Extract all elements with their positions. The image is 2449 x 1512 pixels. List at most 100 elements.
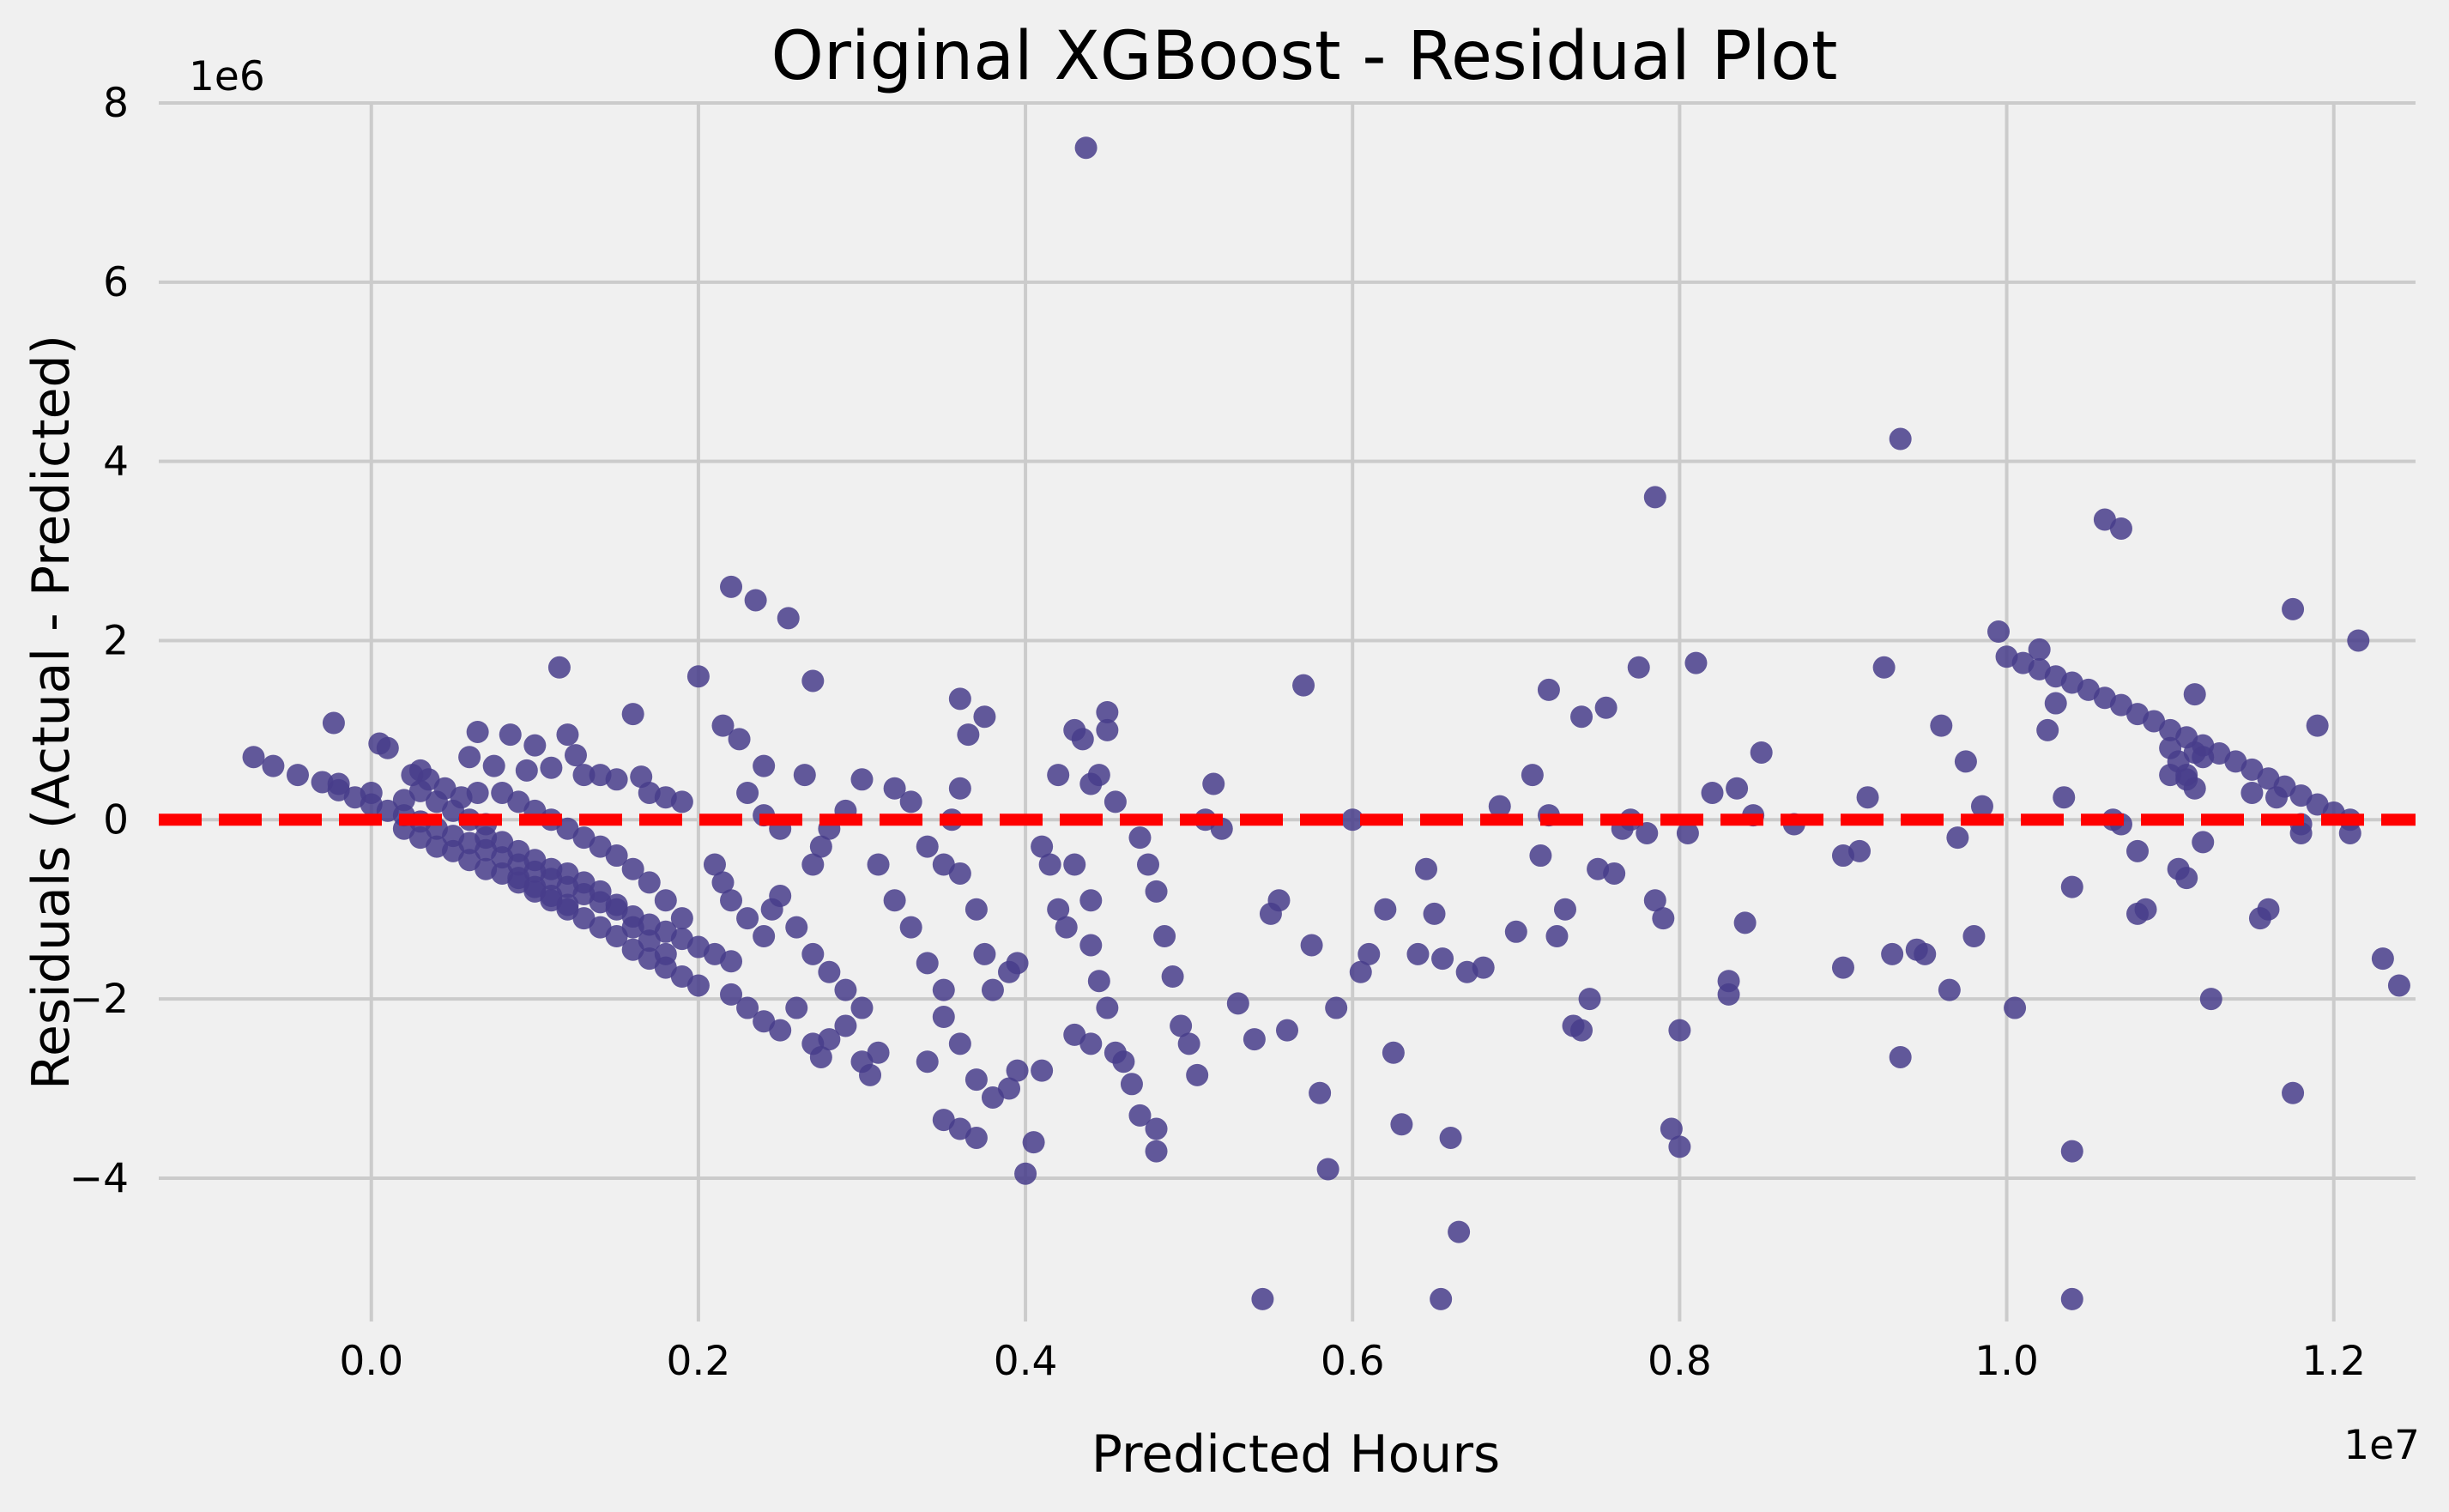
data-point bbox=[720, 575, 743, 598]
data-point bbox=[973, 705, 996, 729]
data-point bbox=[2126, 839, 2150, 862]
data-point bbox=[1031, 1059, 1054, 1082]
x-tick-label: 1.0 bbox=[1974, 1338, 2039, 1385]
data-point bbox=[1074, 136, 1098, 160]
data-point bbox=[948, 862, 971, 885]
data-point bbox=[998, 1077, 1021, 1100]
data-point bbox=[638, 929, 661, 953]
data-point bbox=[1202, 772, 1225, 795]
data-point bbox=[1701, 781, 1724, 804]
data-point bbox=[1750, 741, 1773, 764]
data-point bbox=[981, 978, 1004, 1001]
data-point bbox=[1071, 728, 1094, 751]
data-point bbox=[932, 978, 955, 1001]
data-point bbox=[1358, 942, 1381, 965]
data-point bbox=[883, 777, 906, 800]
y-tick-label: 2 bbox=[103, 617, 129, 664]
data-point bbox=[2159, 736, 2182, 759]
data-point bbox=[1316, 1158, 1339, 1181]
data-point bbox=[458, 746, 481, 769]
data-point bbox=[2060, 1287, 2083, 1310]
data-point bbox=[973, 942, 996, 965]
data-point bbox=[417, 768, 440, 791]
data-point bbox=[1668, 1135, 1691, 1158]
data-point bbox=[1243, 1028, 1266, 1051]
data-point bbox=[1022, 1131, 1045, 1154]
data-point bbox=[753, 925, 776, 948]
data-point bbox=[605, 768, 628, 791]
data-point bbox=[1096, 701, 1119, 723]
data-point bbox=[2183, 777, 2206, 800]
data-point bbox=[720, 889, 743, 912]
data-point bbox=[1226, 992, 1249, 1015]
y-tick-label: −2 bbox=[70, 976, 129, 1023]
data-point bbox=[1406, 942, 1430, 965]
data-point bbox=[964, 1068, 988, 1092]
data-point bbox=[2004, 996, 2027, 1019]
data-point bbox=[547, 656, 571, 679]
data-point bbox=[327, 772, 350, 795]
data-point bbox=[932, 853, 955, 876]
data-point bbox=[556, 898, 579, 921]
data-point bbox=[1382, 1041, 1405, 1064]
data-point bbox=[703, 853, 726, 876]
data-point bbox=[572, 907, 596, 930]
data-point bbox=[242, 746, 265, 769]
data-point bbox=[523, 875, 547, 898]
data-point bbox=[1594, 696, 1618, 719]
data-point bbox=[916, 835, 939, 858]
data-point bbox=[605, 893, 628, 916]
data-point bbox=[753, 754, 776, 777]
data-point bbox=[801, 853, 825, 876]
data-point bbox=[1643, 486, 1666, 509]
data-point bbox=[507, 790, 530, 813]
data-point bbox=[2044, 692, 2067, 715]
data-point bbox=[1341, 808, 1364, 832]
data-point bbox=[1063, 1023, 1086, 1046]
data-point bbox=[1938, 978, 1961, 1001]
data-point bbox=[1087, 970, 1110, 993]
data-point bbox=[1079, 1032, 1103, 1055]
data-point bbox=[1390, 1113, 1413, 1136]
data-point bbox=[482, 754, 505, 777]
data-point bbox=[433, 777, 457, 800]
data-point bbox=[1570, 705, 1593, 729]
data-point bbox=[1309, 1081, 1332, 1104]
data-point bbox=[1488, 795, 1511, 818]
data-point bbox=[2289, 821, 2313, 844]
data-point bbox=[883, 889, 906, 912]
data-point bbox=[1006, 1059, 1029, 1082]
data-point bbox=[1660, 1117, 1683, 1140]
data-point bbox=[1137, 853, 1160, 876]
data-point bbox=[736, 907, 759, 930]
data-point bbox=[638, 947, 661, 971]
data-point bbox=[466, 720, 489, 743]
x-tick-label: 0.2 bbox=[667, 1338, 731, 1385]
y-axis-label: Residuals (Actual - Predicted) bbox=[21, 335, 82, 1090]
data-point bbox=[859, 1063, 882, 1086]
data-point bbox=[932, 1006, 955, 1028]
data-point bbox=[638, 871, 661, 894]
data-point bbox=[2060, 1140, 2083, 1163]
data-point bbox=[2273, 775, 2296, 798]
data-point bbox=[728, 728, 751, 751]
x-axis-label: Predicted Hours bbox=[1091, 1424, 1501, 1485]
data-point bbox=[1349, 960, 1372, 983]
data-point bbox=[850, 996, 874, 1019]
data-point bbox=[360, 781, 383, 804]
data-point bbox=[1031, 835, 1054, 858]
data-point bbox=[1831, 956, 1854, 979]
data-point bbox=[408, 826, 432, 850]
data-point bbox=[1145, 880, 1168, 903]
data-point bbox=[899, 790, 922, 813]
data-point bbox=[589, 916, 612, 939]
data-point bbox=[1448, 1220, 1471, 1243]
data-point bbox=[1063, 853, 1086, 876]
data-point bbox=[1112, 1050, 1135, 1074]
data-point bbox=[1128, 826, 1152, 850]
data-point bbox=[899, 916, 922, 939]
data-point bbox=[523, 849, 547, 872]
data-point bbox=[2028, 638, 2051, 661]
data-point bbox=[1079, 889, 1103, 912]
